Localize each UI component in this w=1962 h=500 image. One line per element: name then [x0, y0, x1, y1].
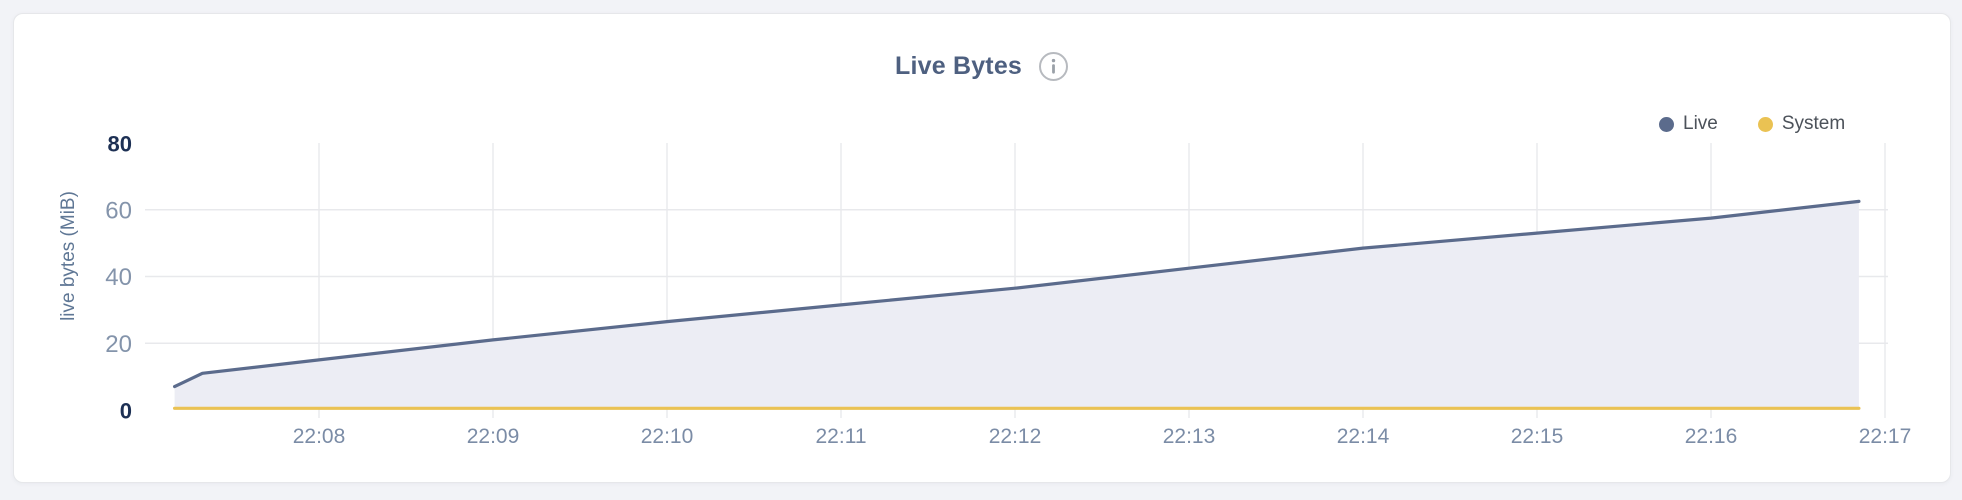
chart-card: Live Bytes Live System live bytes (MiB)	[13, 13, 1951, 483]
y-axis-title: live bytes (MiB)	[58, 191, 79, 321]
chart-header: Live Bytes	[14, 48, 1950, 84]
chart-legend: Live System	[1659, 113, 1845, 135]
legend-item-live[interactable]: Live	[1659, 113, 1718, 135]
chart-title: Live Bytes	[894, 51, 1023, 80]
legend-label-live: Live	[1683, 113, 1718, 134]
legend-dot-system	[1757, 116, 1773, 132]
legend-item-system[interactable]: System	[1757, 113, 1846, 135]
info-icon[interactable]	[1038, 51, 1069, 82]
legend-dot-live	[1659, 116, 1674, 132]
legend-label-system: System	[1781, 113, 1846, 134]
